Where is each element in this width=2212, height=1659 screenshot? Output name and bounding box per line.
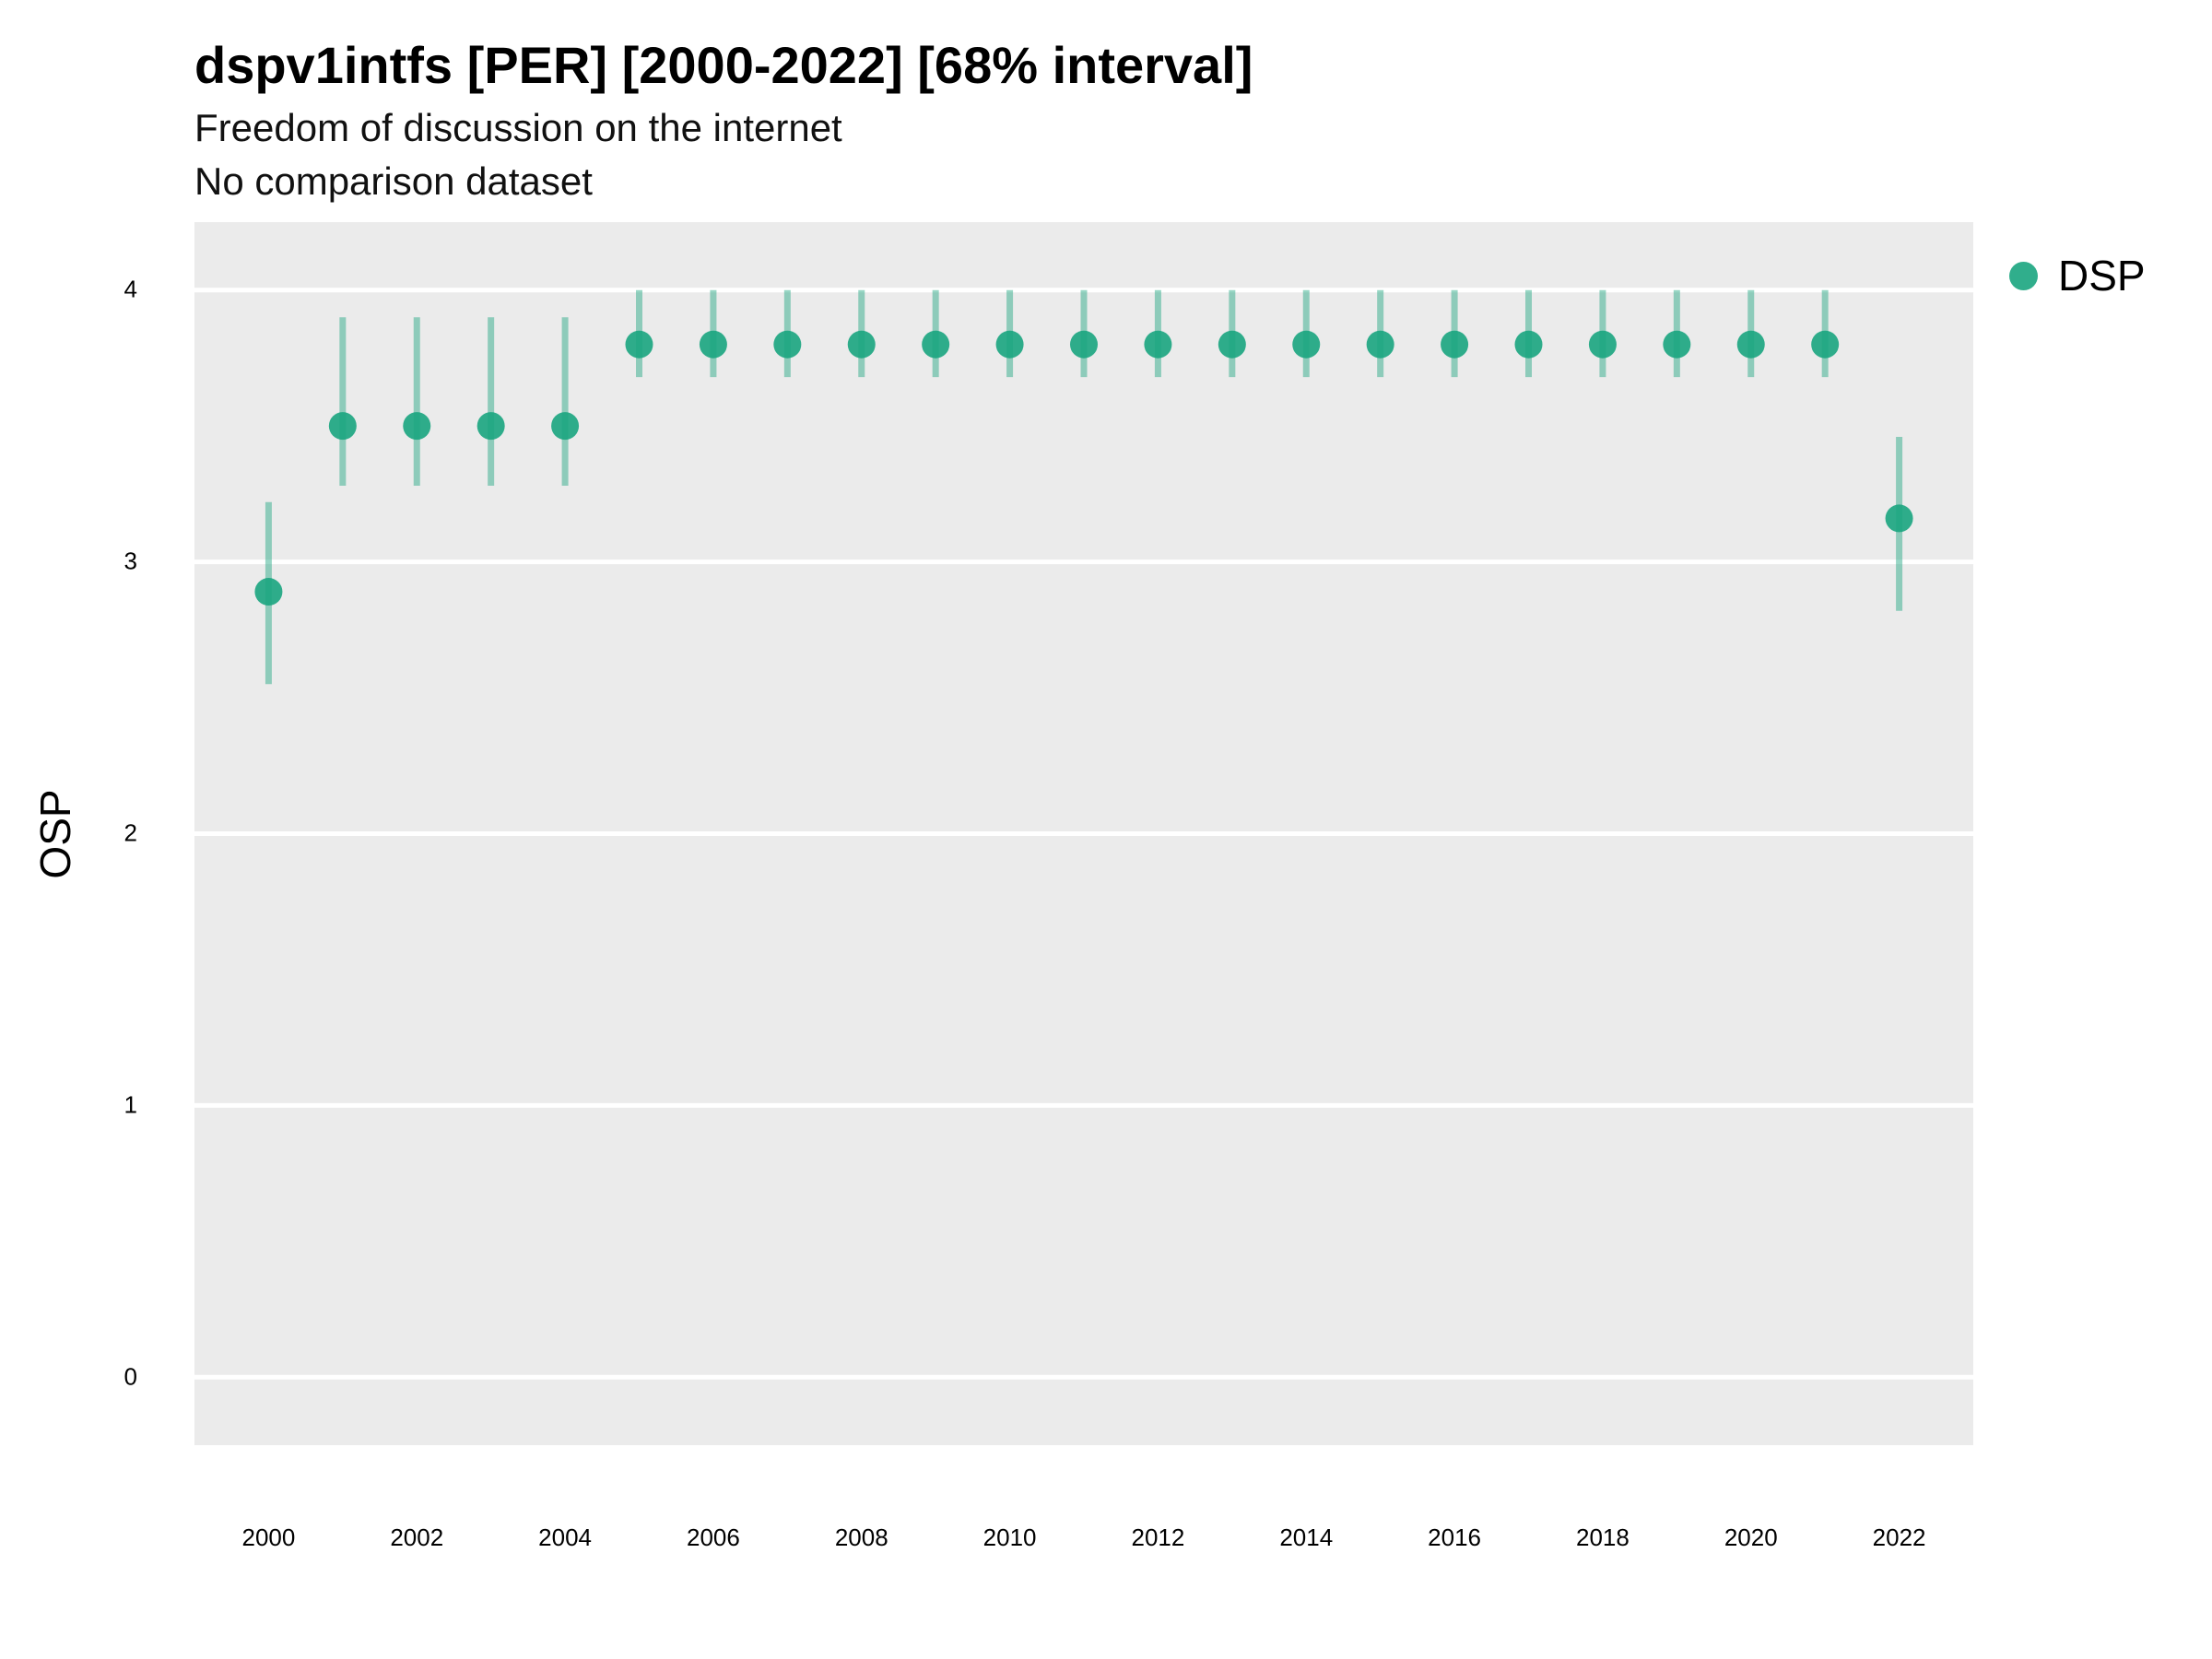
y-tick-label-0: 0 — [124, 1362, 137, 1390]
y-tick-label-1: 1 — [124, 1090, 137, 1118]
x-tick-label-2006: 2006 — [687, 1524, 740, 1551]
x-tick-label-2010: 2010 — [983, 1524, 1037, 1551]
data-point-2015 — [1366, 330, 1394, 359]
data-point-2017 — [1514, 330, 1543, 359]
data-point-2004 — [551, 412, 580, 441]
x-tick-label-2016: 2016 — [1428, 1524, 1481, 1551]
data-point-2005 — [625, 330, 653, 359]
y-axis-ticks: 0 1 2 3 4 — [124, 276, 137, 1391]
x-tick-label-2008: 2008 — [835, 1524, 888, 1551]
data-point-2009 — [922, 330, 950, 359]
x-tick-label-2020: 2020 — [1724, 1524, 1778, 1551]
data-point-2019 — [1663, 330, 1691, 359]
data-points — [254, 330, 1913, 606]
legend: DSP — [2009, 251, 2146, 300]
data-point-2011 — [1070, 330, 1098, 359]
data-point-2007 — [773, 330, 802, 359]
y-tick-label-2: 2 — [124, 819, 137, 847]
y-tick-label-3: 3 — [124, 547, 137, 575]
legend-key-dsp — [2009, 261, 2038, 290]
data-point-2010 — [995, 330, 1024, 359]
data-point-2021 — [1811, 330, 1840, 359]
data-point-2001 — [328, 412, 357, 441]
x-tick-label-2002: 2002 — [390, 1524, 443, 1551]
data-point-2013 — [1218, 330, 1246, 359]
x-tick-label-2014: 2014 — [1279, 1524, 1333, 1551]
data-point-2014 — [1292, 330, 1321, 359]
data-point-2022 — [1885, 504, 1913, 533]
y-axis-title: OSP — [31, 789, 79, 878]
data-point-2008 — [847, 330, 876, 359]
x-tick-label-2018: 2018 — [1576, 1524, 1630, 1551]
x-tick-label-2022: 2022 — [1873, 1524, 1926, 1551]
data-point-2012 — [1144, 330, 1172, 359]
x-tick-label-2004: 2004 — [538, 1524, 592, 1551]
data-point-2016 — [1441, 330, 1469, 359]
x-tick-label-2000: 2000 — [241, 1524, 295, 1551]
y-tick-label-4: 4 — [124, 276, 137, 303]
chart-subtitle-secondary: No comparison dataset — [194, 159, 593, 203]
data-point-2002 — [403, 412, 431, 441]
data-point-2003 — [477, 412, 505, 441]
data-point-2000 — [254, 578, 283, 606]
data-point-2018 — [1588, 330, 1617, 359]
x-tick-label-2012: 2012 — [1131, 1524, 1184, 1551]
x-axis-ticks: 2000 2002 2004 2006 2008 2010 2012 2014 2016 2018… — [241, 1524, 1925, 1551]
legend-label-dsp: DSP — [2058, 252, 2146, 300]
data-point-2006 — [699, 330, 727, 359]
data-point-2020 — [1736, 330, 1765, 359]
grid-lines — [194, 288, 1973, 1380]
chart-subtitle: Freedom of discussion on the internet — [194, 106, 842, 149]
chart-title: dspv1intfs [PER] [2000-2022] [68% interv… — [194, 36, 1253, 94]
